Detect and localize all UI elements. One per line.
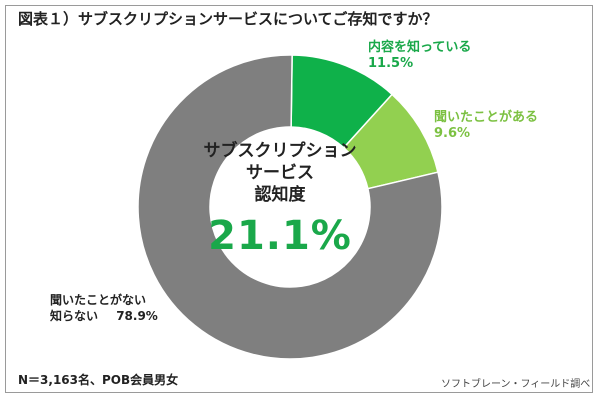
center-value: 21.1%	[208, 213, 352, 259]
center-label-line1: サブスクリプション	[203, 141, 357, 161]
label-heard-name: 聞いたことがある	[434, 110, 539, 125]
center-label-line3: 認知度	[254, 185, 306, 205]
slice-unknown	[137, 54, 443, 360]
chart-title: 図表１）サブスクリプションサービスについてご存知ですか？	[18, 10, 438, 28]
label-unknown-line1: 聞いたことがない	[50, 293, 147, 307]
source-note: ソフトブレーン・フィールド調べ	[441, 379, 591, 390]
sample-note: N＝3,163名、POB会員男女	[18, 373, 179, 387]
label-heard-value: 9.6%	[434, 126, 471, 141]
label-know-name: 内容を知っている	[368, 40, 472, 55]
label-unknown: 聞いたことがない 知らない 78.9%	[50, 292, 158, 324]
center-label: サブスクリプション サービス 認知度	[180, 140, 380, 206]
label-heard: 聞いたことがある 9.6%	[434, 110, 538, 142]
label-know-value: 11.5%	[368, 56, 414, 71]
center-label-line2: サービス	[246, 163, 314, 183]
label-know: 内容を知っている 11.5%	[368, 40, 471, 72]
label-unknown-value: 78.9%	[116, 309, 158, 323]
label-unknown-line2-text: 知らない	[50, 309, 99, 323]
label-unknown-line2: 知らない 78.9%	[50, 308, 158, 324]
